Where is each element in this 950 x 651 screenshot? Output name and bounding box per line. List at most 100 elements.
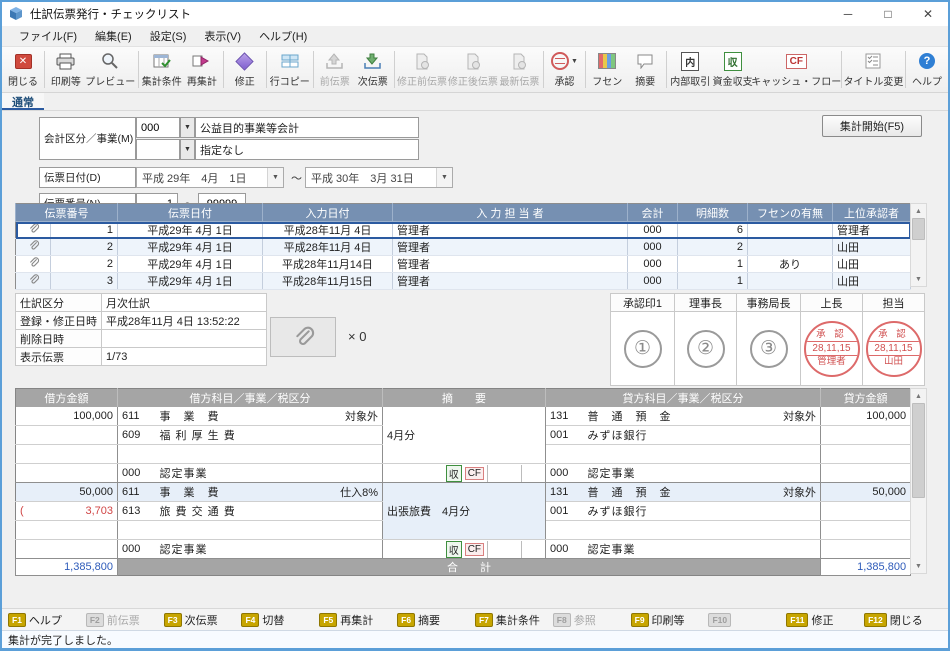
debit-code: 613 [117, 501, 156, 521]
toolbar-approve-button[interactable]: ▼ 承認 [545, 48, 583, 91]
menu-settings[interactable]: 設定(S) [149, 31, 187, 43]
credit-business-name: 認定事業 [583, 539, 822, 559]
toolbar-internal-trade-button[interactable]: 内 内部取引 [669, 48, 711, 91]
account-code-dropdown-button[interactable]: ▼ [180, 117, 195, 138]
journal-row[interactable]: 100,000 611 事 業 費 対象外 4月分 131 普 通 預 金 対象… [15, 406, 911, 464]
col-upper-approver[interactable]: 上位承認者 [832, 203, 911, 222]
toolbar-fusen-button[interactable]: フセン [588, 48, 626, 91]
toolbar-aggregate-condition-button[interactable]: 集計条件 [141, 48, 183, 91]
approval-slot[interactable]: ② [674, 311, 737, 386]
scrollbar-thumb[interactable] [912, 403, 925, 498]
attachment-button[interactable] [270, 317, 336, 357]
menu-edit[interactable]: 編集(E) [95, 31, 132, 43]
fkey-f5[interactable]: F5 再集計 [319, 612, 397, 628]
approval-slot[interactable]: 承 認 28,11,15 山田 [862, 311, 925, 386]
fkey-f7[interactable]: F7 集計条件 [474, 612, 553, 628]
toolbar-previous-voucher-button[interactable]: 前伝票 [316, 48, 354, 91]
col-fusen[interactable]: フセンの有無 [747, 203, 833, 222]
journal-row[interactable]: 000 認定事業 収 CF 000 認定事業 [15, 539, 911, 559]
chevron-down-icon: ▼ [184, 124, 191, 131]
toolbar-latest-voucher-button[interactable]: 最新伝票 [498, 48, 540, 91]
toolbar-cashflow-button[interactable]: CF キャッシュ・フロー [751, 53, 842, 88]
business-code-field[interactable] [136, 139, 180, 160]
paperclip-icon [29, 223, 39, 233]
toolbar-help-button[interactable]: ? ヘルプ [912, 53, 942, 88]
voucher-row[interactable]: 1 平成29年 4月 1日 平成28年11月 4日 管理者 000 6 管理者 [15, 221, 911, 239]
menu-help[interactable]: ヘルプ(H) [259, 31, 308, 43]
close-window-button[interactable]: ✕ [922, 7, 934, 21]
fkey-f6[interactable]: F6 摘要 [397, 612, 475, 628]
toolbar-funds-button[interactable]: 収 資金収支 [711, 48, 753, 91]
memo-badge-cell: 収 CF [382, 539, 547, 559]
col-input-staff[interactable]: 入 力 担 当 者 [392, 203, 628, 222]
col-voucher-date[interactable]: 伝票日付 [117, 203, 263, 222]
voucher-row[interactable]: 3 平成29年 4月 1日 平成28年11月15日 管理者 000 1 山田 [15, 272, 911, 290]
journal-row[interactable]: 000 認定事業 収 CF 000 認定事業 [15, 463, 911, 483]
col-detail-count[interactable]: 明細数 [677, 203, 748, 222]
account-code-field[interactable] [136, 117, 180, 138]
toolbar-before-fix-voucher-button[interactable]: 修正前伝票 [397, 48, 448, 91]
col-input-date[interactable]: 入力日付 [262, 203, 393, 222]
fkey-f2[interactable]: F2 前伝票 [85, 612, 164, 628]
toolbar-row-copy-button[interactable]: 行コピー [269, 48, 311, 91]
toolbar-fix-button[interactable]: 修正 [226, 48, 264, 91]
voucher-row[interactable]: 2 平成29年 4月 1日 平成28年11月14日 管理者 000 1 あり 山… [15, 255, 911, 273]
fkey-f8[interactable]: F8 参照 [552, 612, 631, 628]
chevron-down-icon[interactable]: ▼ [911, 559, 926, 573]
approval-header: 事務局長 [736, 293, 801, 312]
date-to-combo[interactable]: 平成 30年 3月 31日 ▼ [305, 167, 453, 188]
chevron-down-icon[interactable]: ▼ [436, 168, 452, 187]
chevron-down-icon[interactable]: ▼ [570, 57, 578, 65]
fkey-f1[interactable]: F1 ヘルプ [8, 612, 86, 628]
approval-slot[interactable]: ③ [736, 311, 801, 386]
col-voucher-no[interactable]: 伝票番号 [15, 203, 118, 222]
voucher-table-scrollbar[interactable]: ▲ ▼ [910, 203, 927, 287]
fkey-f12[interactable]: F12 閉じる [864, 612, 942, 628]
start-aggregation-button[interactable]: 集計開始(F5) [822, 115, 922, 137]
app-logo-icon [10, 7, 22, 20]
toolbar-preview-button[interactable]: プレビュー [85, 48, 136, 91]
toolbar-recalculate-button[interactable]: 再集計 [183, 48, 221, 91]
date-from-combo[interactable]: 平成 29年 4月 1日 ▼ [136, 167, 284, 188]
fkey-f11[interactable]: F11 修正 [786, 612, 864, 628]
toolbar-next-voucher-button[interactable]: 次伝票 [354, 48, 392, 91]
toolbar-print-button[interactable]: 印刷等 [47, 48, 85, 91]
journal-row[interactable]: 609 福 利 厚 生 費 001 みずほ銀行 [15, 425, 911, 445]
journal-table-scrollbar[interactable]: ▲ ▼ [910, 388, 927, 574]
minimize-button[interactable]: ─ [843, 7, 853, 21]
toolbar-close-button[interactable]: ✕ 閉じる [8, 53, 38, 88]
chevron-down-icon[interactable]: ▼ [267, 168, 283, 187]
approval-slot[interactable]: ① [610, 311, 675, 386]
chevron-down-icon: ▼ [184, 146, 191, 153]
menu-view[interactable]: 表示(V) [204, 31, 242, 43]
chevron-up-icon[interactable]: ▲ [911, 389, 926, 403]
debit-business-name: 認定事業 [155, 463, 384, 483]
journal-row[interactable] [15, 444, 911, 464]
cell-input-date: 平成28年11月15日 [262, 272, 393, 290]
journal-row[interactable]: 50,000 611 事 業 費 仕入8% 出張旅費 4月分 131 普 通 預… [15, 482, 911, 540]
fkey-f3[interactable]: F3 次伝票 [163, 612, 242, 628]
cell-no: 3 [50, 272, 118, 290]
journal-table: 借方金額 借方科目／事業／税区分 摘 要 貸方科目／事業／税区分 貸方金額 10… [15, 388, 912, 576]
latest-voucher-icon [511, 50, 527, 72]
chevron-up-icon[interactable]: ▲ [911, 204, 926, 218]
business-code-dropdown-button[interactable]: ▼ [180, 139, 195, 160]
toolbar-title-change-button[interactable]: タイトル変更 [843, 48, 903, 91]
chevron-down-icon[interactable]: ▼ [911, 272, 926, 286]
menu-file[interactable]: ファイル(F) [19, 31, 78, 43]
fkey-f10[interactable]: F10 [708, 612, 786, 627]
tab-normal[interactable]: 通常 [2, 93, 44, 110]
fkey-f9[interactable]: F9 印刷等 [630, 612, 709, 628]
maximize-button[interactable]: □ [884, 7, 892, 21]
scrollbar-thumb[interactable] [912, 218, 925, 240]
toolbar-memo-button[interactable]: 摘要 [626, 48, 664, 91]
journal-row[interactable]: (3,703 613 旅 費 交 通 費 001 みずほ銀行 [15, 501, 911, 521]
toolbar-after-fix-voucher-button[interactable]: 修正後伝票 [447, 48, 498, 91]
credit-name: みずほ銀行 [583, 501, 760, 521]
approval-slot[interactable]: 承 認 28,11,15 管理者 [800, 311, 863, 386]
fkey-f4[interactable]: F4 切替 [241, 612, 319, 628]
col-account[interactable]: 会計 [627, 203, 678, 222]
journal-row[interactable] [15, 520, 911, 540]
voucher-row[interactable]: 2 平成29年 4月 1日 平成28年11月 4日 管理者 000 2 山田 [15, 238, 911, 256]
cell-details: 1 [677, 255, 748, 273]
